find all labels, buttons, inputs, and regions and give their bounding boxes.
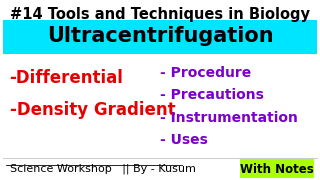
Text: #14 Tools and Techniques in Biology: #14 Tools and Techniques in Biology [10,7,310,22]
Text: - Instrumentation: - Instrumentation [160,111,298,125]
Text: -Differential: -Differential [10,69,124,87]
Text: -Density Gradient: -Density Gradient [10,101,175,119]
Text: Science Workshop   || By - Kusum: Science Workshop || By - Kusum [10,164,196,174]
FancyBboxPatch shape [3,20,317,54]
Text: With Notes: With Notes [240,163,314,176]
Text: - Precautions: - Precautions [160,88,264,102]
Text: - Procedure: - Procedure [160,66,251,80]
Text: Ultracentrifugation: Ultracentrifugation [47,26,273,46]
FancyBboxPatch shape [240,159,314,178]
Text: - Uses: - Uses [160,133,208,147]
